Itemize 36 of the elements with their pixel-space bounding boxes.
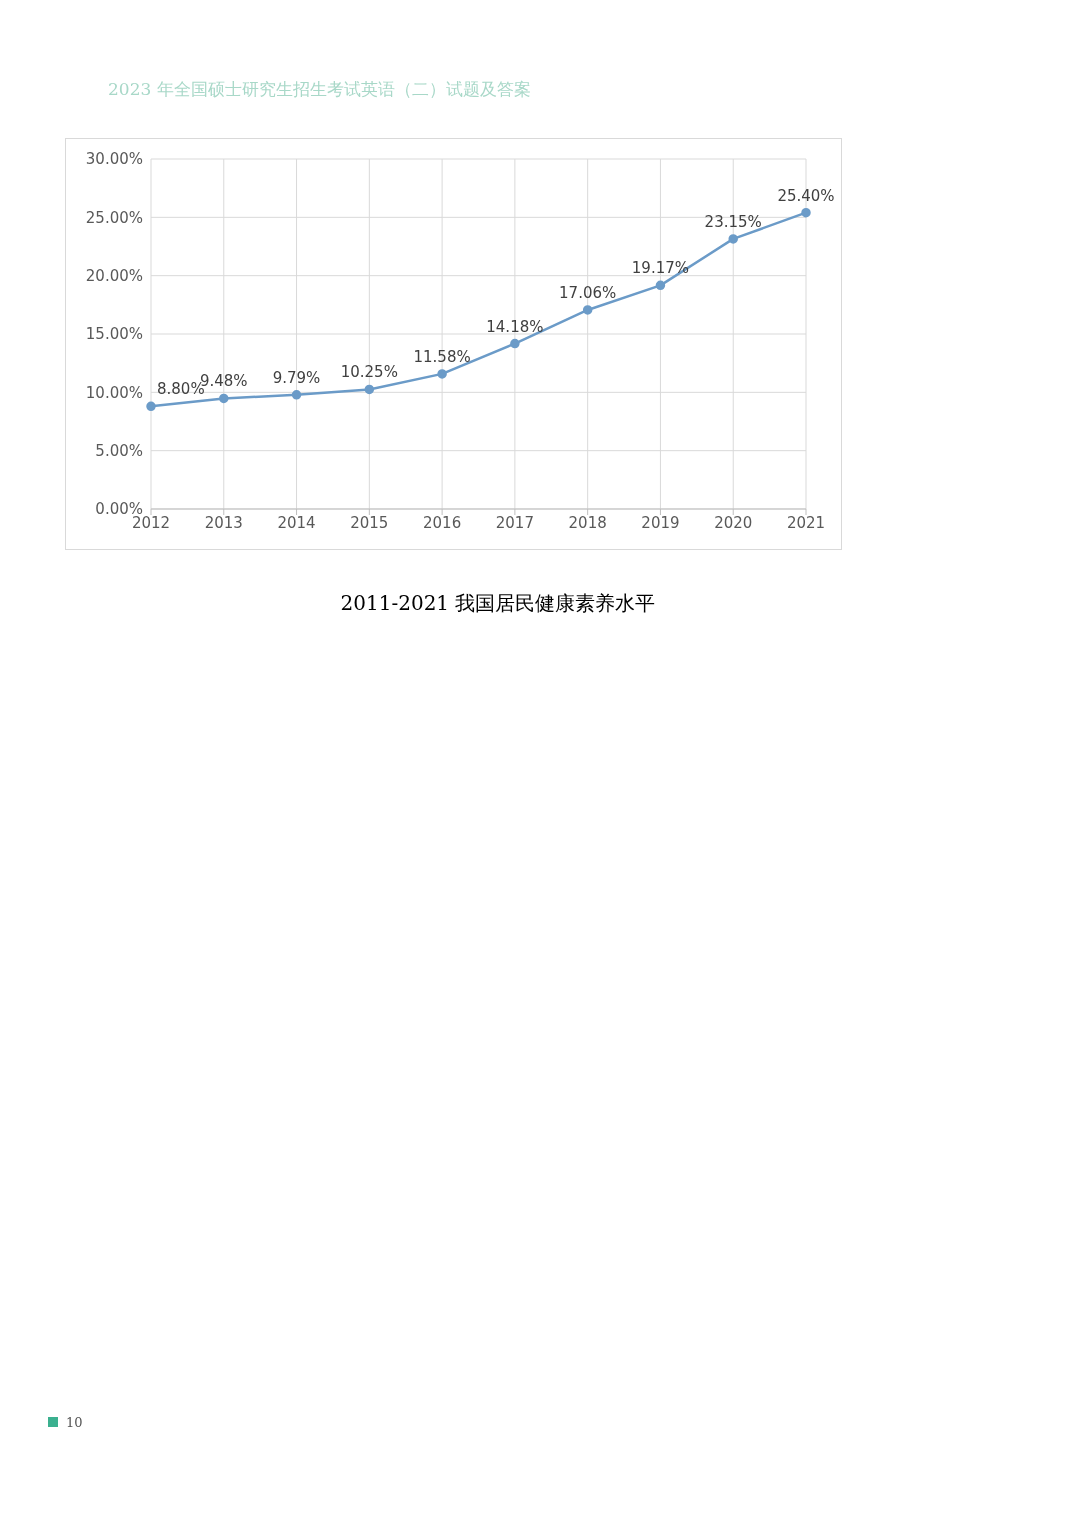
text: 2023 年全国硕士研究生招生考试英语（二）试题及答案: [107, 78, 532, 101]
data-label: 19.17%: [631, 259, 690, 278]
data-label: 25.40%: [777, 186, 835, 205]
y-tick-label: 30.00%: [85, 150, 143, 169]
x-tick-label: 2021: [786, 513, 826, 532]
y-tick-label: 20.00%: [85, 266, 143, 285]
text: 2011-2021 我国居民健康素养水平: [339, 590, 657, 617]
point: [801, 207, 811, 218]
x-tick-label: 2014: [277, 513, 316, 532]
point: [291, 390, 302, 400]
x-tick-label: 2017: [495, 513, 534, 532]
point: [582, 305, 593, 315]
x-tick-label: 2016: [423, 513, 462, 532]
x-tick-label: 2019: [641, 513, 680, 532]
point: [219, 393, 229, 404]
x-tick-label: 2013: [204, 513, 243, 532]
x-tick-label: 2015: [350, 513, 389, 532]
y-tick-label: 5.00%: [95, 441, 143, 460]
point: [728, 234, 738, 244]
y-tick-label: 15.00%: [85, 325, 143, 344]
point: [364, 384, 375, 395]
point: [655, 280, 666, 291]
x-tick-label: 2020: [714, 513, 753, 532]
x-tick-label: 2018: [568, 513, 607, 532]
data-label: 9.79%: [272, 368, 321, 387]
text: 10: [65, 1415, 83, 1430]
y-tick-label: 25.00%: [85, 208, 143, 227]
point: [146, 401, 156, 412]
y-tick-label: 10.00%: [85, 383, 143, 402]
data-label: 11.58%: [413, 347, 471, 366]
point: [510, 338, 520, 349]
data-label: 17.06%: [559, 283, 617, 302]
data-label: 14.18%: [486, 317, 544, 336]
point: [437, 369, 447, 379]
data-label: 23.15%: [704, 212, 762, 231]
data-label: 10.25%: [340, 363, 398, 382]
